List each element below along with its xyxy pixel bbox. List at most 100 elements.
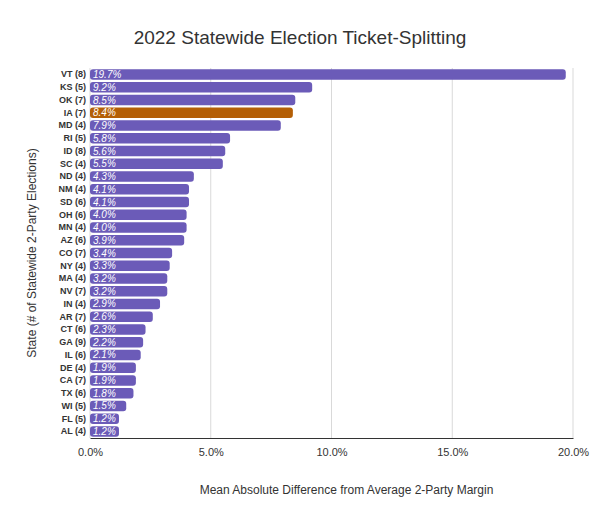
y-tick-label: NY (4) [60, 261, 86, 271]
bar [90, 337, 143, 347]
data-label: 4.3% [93, 171, 116, 182]
y-tick: NV (7) [60, 286, 86, 296]
x-tick-label: 20.0% [558, 446, 589, 458]
data-label: 2.2% [92, 337, 116, 348]
bar [90, 426, 119, 436]
data-label: 5.5% [93, 158, 116, 169]
bar [90, 69, 566, 79]
y-tick: MN (4) [59, 222, 87, 232]
y-tick-label: OK (7) [59, 95, 86, 105]
bar [90, 363, 136, 373]
bar [90, 82, 312, 92]
bar [90, 388, 133, 398]
bar [90, 235, 184, 245]
y-tick: FL (5) [62, 414, 86, 424]
y-tick: AR (7) [60, 312, 87, 322]
bar [90, 350, 141, 360]
bar [90, 184, 189, 194]
y-tick: AZ (6) [61, 235, 87, 245]
data-label: 5.8% [93, 133, 116, 144]
y-tick: ID (8) [64, 146, 87, 156]
y-tick-label: ID (8) [64, 146, 87, 156]
y-tick: TX (6) [61, 388, 86, 398]
data-label: 3.3% [93, 260, 116, 271]
bar [90, 133, 230, 143]
y-tick-label: OH (6) [59, 210, 86, 220]
data-label: 2.6% [92, 311, 116, 322]
data-label: 4.1% [93, 197, 116, 208]
y-tick-label: CO (7) [59, 248, 86, 258]
y-tick-label: AZ (6) [61, 235, 87, 245]
data-label: 8.4% [93, 107, 116, 118]
y-tick-label: VT (8) [61, 69, 86, 79]
bar [90, 414, 119, 424]
y-tick-label: KS (5) [60, 82, 86, 92]
y-tick: MA (4) [59, 273, 86, 283]
chart: 0.0% 5.0% 10.0% 15.0% 20.0% VT (8) KS (5) OK (7… [0, 0, 600, 521]
y-axis-title: State (# of Statewide 2-Party Elections) [25, 148, 39, 357]
background [0, 0, 600, 521]
y-tick: NM (4) [59, 184, 87, 194]
bar [90, 171, 194, 181]
y-tick-label: NV (7) [60, 286, 86, 296]
y-tick: IL (6) [65, 350, 86, 360]
y-tick: GA (9) [59, 337, 86, 347]
y-tick: IN (4) [64, 299, 87, 309]
data-label: 1.8% [93, 388, 116, 399]
bar [90, 273, 167, 283]
x-axis-line [91, 438, 574, 439]
x-tick-label: 15.0% [437, 446, 468, 458]
bar [90, 95, 295, 105]
y-tick-label: TX (6) [61, 388, 86, 398]
data-label: 8.5% [93, 95, 116, 106]
y-tick: CT (6) [61, 324, 87, 334]
y-tick: SD (6) [60, 197, 86, 207]
data-label: 3.4% [93, 248, 116, 259]
x-axis-title: Mean Absolute Difference from Average 2-… [200, 483, 494, 497]
grid-line [331, 68, 332, 438]
data-label: 4.1% [93, 184, 116, 195]
x-axis: 0.0% 5.0% 10.0% 15.0% 20.0% [78, 438, 589, 458]
y-tick: AL (4) [61, 426, 86, 436]
y-tick: ND (4) [60, 171, 87, 181]
data-label: 3.2% [93, 286, 116, 297]
x-tick-label: 0.0% [78, 446, 103, 458]
bar [90, 324, 146, 334]
data-label: 3.9% [93, 235, 116, 246]
bar [90, 286, 167, 296]
data-label: 3.2% [93, 273, 116, 284]
y-tick-label: MA (4) [59, 273, 86, 283]
y-tick-label: SD (6) [60, 197, 86, 207]
bar [90, 210, 187, 220]
bars [90, 69, 566, 436]
y-tick-label: AR (7) [60, 312, 87, 322]
bar [90, 248, 172, 258]
bar [90, 146, 225, 156]
x-tick: 5.0% [199, 438, 224, 458]
bar [90, 261, 170, 271]
grid-line [452, 68, 453, 438]
y-tick-label: SC (4) [60, 159, 86, 169]
y-tick-label: AL (4) [61, 426, 86, 436]
bar [90, 299, 160, 309]
x-tick: 15.0% [437, 438, 468, 458]
data-label: 1.2% [93, 413, 116, 424]
data-labels: 19.7%9.2%8.5%8.4%7.9%5.8%5.6%5.5%4.3%4.1… [92, 69, 121, 437]
y-tick-label: RI (5) [64, 133, 87, 143]
bar [90, 108, 293, 118]
x-tick: 10.0% [316, 438, 347, 458]
bar [90, 159, 223, 169]
y-tick-label: GA (9) [59, 337, 86, 347]
data-label: 2.3% [92, 324, 116, 335]
y-tick: NY (4) [60, 261, 86, 271]
bar [90, 401, 126, 411]
data-label: 4.0% [93, 209, 116, 220]
grid-line [573, 68, 574, 438]
data-label: 2.9% [92, 298, 116, 309]
y-tick: MD (4) [59, 120, 87, 130]
y-tick-label: IN (4) [64, 299, 87, 309]
y-tick-label: NM (4) [59, 184, 87, 194]
bar [90, 120, 281, 130]
y-tick-label: MD (4) [59, 120, 87, 130]
y-tick: OH (6) [59, 210, 86, 220]
